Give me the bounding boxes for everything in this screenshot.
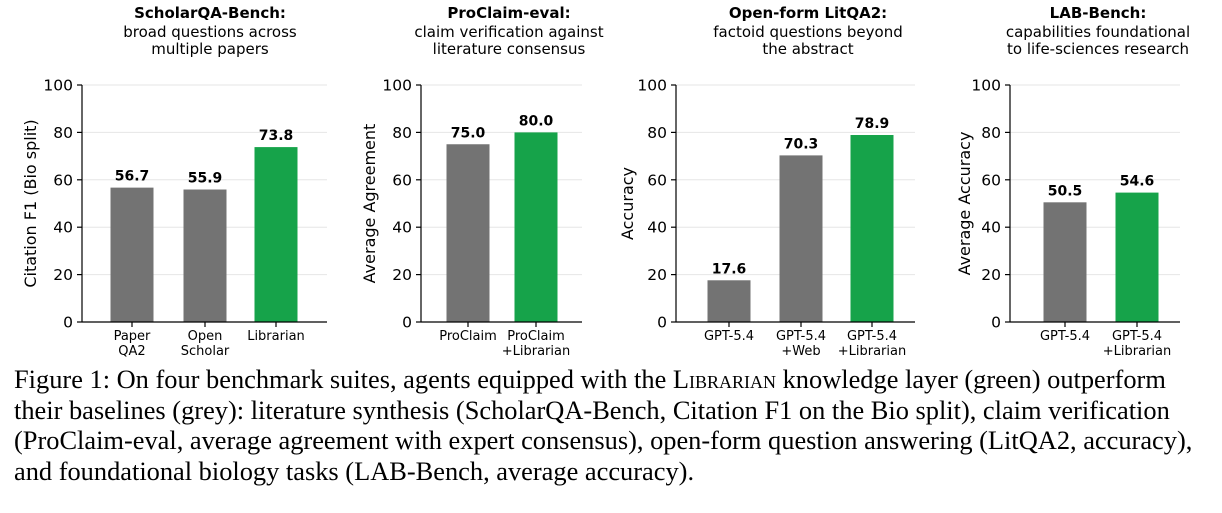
- caption-rest: knowledge layer (green) outperform their…: [14, 364, 1193, 486]
- y-tick-label: 20: [981, 266, 1001, 284]
- y-tick-label: 100: [637, 77, 667, 95]
- y-tick-label: 80: [53, 124, 73, 142]
- chart-panel-1: ScholarQA-Bench:broad questions acrossmu…: [21, 4, 327, 359]
- panel-title: ScholarQA-Bench:: [134, 4, 286, 22]
- chart-panel-2: ProClaim-eval:claim verification against…: [360, 4, 604, 359]
- bar-value-label: 50.5: [1048, 183, 1083, 199]
- y-tick-label: 0: [657, 314, 667, 332]
- panel-title: Open-form LitQA2:: [729, 4, 887, 22]
- x-tick-label: +Librarian: [838, 344, 906, 359]
- x-tick-label: GPT-5.4: [847, 329, 897, 344]
- panel-subtitle: the abstract: [762, 40, 853, 58]
- panel-subtitle: factoid questions beyond: [713, 23, 902, 41]
- y-tick-label: 100: [382, 77, 412, 95]
- panel-subtitle: capabilities foundational: [1006, 23, 1190, 41]
- x-tick-label: ProClaim: [507, 329, 565, 344]
- x-tick-label: +Web: [781, 344, 820, 359]
- y-tick-label: 20: [392, 266, 412, 284]
- caption-librarian: Librarian: [672, 364, 777, 394]
- panel-subtitle: to life-sciences research: [1007, 40, 1189, 58]
- panel-subtitle: literature consensus: [433, 40, 586, 58]
- y-tick-label: 60: [981, 171, 1001, 189]
- bar: [514, 132, 558, 322]
- x-tick-label: QA2: [118, 344, 145, 359]
- bar: [254, 147, 298, 322]
- x-tick-label: GPT-5.4: [776, 329, 826, 344]
- y-tick-label: 40: [53, 219, 73, 237]
- bar-value-label: 17.6: [712, 261, 747, 277]
- panel-subtitle: claim verification against: [414, 23, 603, 41]
- bar: [183, 189, 227, 322]
- x-tick-label: Paper: [114, 329, 151, 344]
- chart-panel-3: Open-form LitQA2:factoid questions beyon…: [618, 4, 915, 359]
- panel-subtitle: multiple papers: [151, 40, 269, 58]
- bar-value-label: 54.6: [1120, 174, 1155, 190]
- figure: ScholarQA-Bench: broad questions across mu…: [21, 4, 1190, 359]
- y-tick-label: 80: [981, 124, 1001, 142]
- bar-value-label: 73.8: [259, 128, 294, 144]
- bar: [779, 155, 823, 322]
- x-tick-label: GPT-5.4: [704, 329, 754, 344]
- bar-value-label: 56.7: [115, 169, 150, 185]
- bar-value-label: 78.9: [855, 116, 890, 132]
- bar-value-label: 70.3: [784, 136, 819, 152]
- panel-subtitle: broad questions across: [123, 23, 297, 41]
- caption-prefix: Figure 1: On four benchmark suites, agen…: [14, 364, 673, 394]
- y-tick-label: 60: [53, 171, 73, 189]
- x-tick-label: GPT-5.4: [1040, 329, 1090, 344]
- bar-value-label: 80.0: [519, 113, 554, 129]
- x-tick-label: GPT-5.4: [1112, 329, 1162, 344]
- y-tick-label: 40: [981, 219, 1001, 237]
- y-tick-label: 40: [392, 219, 412, 237]
- y-tick-label: 80: [647, 124, 667, 142]
- y-tick-label: 80: [392, 124, 412, 142]
- y-tick-label: 20: [53, 266, 73, 284]
- y-tick-label: 100: [971, 77, 1001, 95]
- panel-title: ProClaim-eval:: [447, 4, 570, 22]
- y-tick-label: 0: [63, 314, 73, 332]
- x-tick-label: ProClaim: [439, 329, 497, 344]
- y-tick-label: 40: [647, 219, 667, 237]
- y-tick-label: 60: [392, 171, 412, 189]
- x-tick-label: +Librarian: [1103, 344, 1171, 359]
- x-tick-label: +Librarian: [502, 344, 570, 359]
- bar: [110, 187, 154, 322]
- panel-title: LAB-Bench:: [1050, 4, 1147, 22]
- x-tick-label: Open: [188, 329, 223, 344]
- y-axis-label: Accuracy: [618, 167, 637, 240]
- y-tick-label: 0: [991, 314, 1001, 332]
- y-axis-label: Average Agreement: [360, 124, 379, 284]
- y-tick-label: 60: [647, 171, 667, 189]
- y-axis-label: Average Accuracy: [955, 132, 974, 276]
- bar: [850, 135, 894, 322]
- bar: [1115, 192, 1159, 322]
- x-tick-label: Scholar: [181, 344, 230, 359]
- figure-caption: Figure 1: On four benchmark suites, agen…: [14, 364, 1210, 486]
- y-tick-label: 20: [647, 266, 667, 284]
- bar: [707, 280, 751, 322]
- bar-charts: ScholarQA-Bench:broad questions acrossmu…: [21, 4, 1190, 359]
- y-axis-label: Citation F1 (Bio split): [21, 119, 40, 287]
- bar: [1043, 202, 1087, 322]
- y-tick-label: 0: [402, 314, 412, 332]
- y-tick-label: 100: [43, 77, 73, 95]
- bar: [446, 144, 490, 322]
- bar-value-label: 75.0: [451, 125, 486, 141]
- bar-value-label: 55.9: [188, 171, 223, 187]
- x-tick-label: Librarian: [247, 329, 305, 344]
